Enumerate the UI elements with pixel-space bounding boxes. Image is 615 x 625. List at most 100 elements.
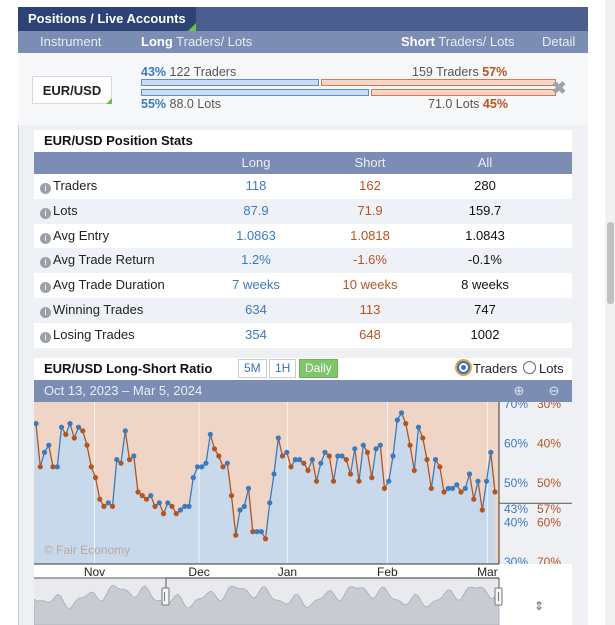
data-point [88, 464, 94, 470]
data-point [199, 464, 205, 470]
long-header-rest: Traders/ Lots [176, 34, 253, 49]
stats-header-long: Long [241, 155, 271, 170]
lots-radio[interactable] [523, 361, 536, 374]
column-header: Instrument Long Traders/ Lots Short Trad… [18, 31, 588, 53]
data-point [194, 464, 201, 470]
zoom-out-icon[interactable]: ⊖ [548, 383, 560, 398]
data-point [415, 424, 422, 430]
x-axis-band [34, 564, 499, 578]
data-point [233, 532, 239, 538]
info-icon[interactable]: i [40, 232, 51, 244]
data-point [483, 478, 490, 484]
data-point [386, 478, 392, 484]
data-point [224, 460, 230, 466]
data-point [488, 449, 494, 455]
stats-all-value: 8 weeks [461, 277, 509, 293]
page-scroll-thumb[interactable] [607, 222, 614, 304]
traders-radio[interactable] [457, 361, 470, 374]
period-5m-button[interactable]: 5M [238, 359, 267, 378]
data-point [373, 446, 379, 452]
info-icon[interactable]: i [40, 331, 51, 343]
long-lots-bar [141, 89, 369, 96]
ratio-toolbar: EUR/USD Long-Short Ratio 5M 1H Daily Tra… [34, 358, 572, 380]
close-x-icon[interactable]: ✖ [551, 78, 567, 98]
x-tick-label: Jan [278, 565, 297, 579]
data-point [131, 453, 137, 459]
data-point [394, 417, 400, 423]
lots-radio-label: Lots [539, 361, 564, 376]
stats-long-value: 118 [245, 178, 267, 193]
data-point [190, 475, 196, 481]
axis-corner [499, 564, 572, 625]
ratio-title: EUR/USD Long-Short Ratio [44, 361, 213, 376]
data-point [475, 478, 481, 484]
data-point [381, 485, 388, 491]
data-point [309, 457, 315, 463]
data-point [54, 464, 60, 470]
chart-header: Oct 13, 2023 – Mar 5, 2024 ⊕ ⊖ [34, 380, 572, 402]
stats-all-value: 1002 [470, 326, 500, 342]
y-tick-short: 40% [537, 437, 561, 451]
y-ticks: 70% 30%60% 40%50% 50%40% 60%30% 70%43% 57% [504, 402, 561, 569]
data-point [369, 475, 375, 481]
info-icon[interactable]: i [40, 306, 51, 318]
data-point [165, 500, 171, 506]
data-point [305, 467, 311, 473]
page-scrollbar[interactable] [605, 0, 615, 625]
zoom-in-icon[interactable]: ⊕ [513, 383, 525, 398]
info-icon[interactable]: i [40, 282, 51, 294]
data-point [254, 529, 260, 535]
data-point [301, 460, 307, 466]
data-point [160, 511, 167, 517]
data-point [220, 464, 226, 470]
short-header-bold: Short [401, 34, 435, 49]
data-point [330, 478, 337, 484]
data-point [322, 449, 328, 455]
navigator-left-handle[interactable] [161, 587, 170, 606]
stats-long-value: 354 [245, 326, 267, 342]
stats-header: Long Short All [34, 152, 572, 174]
short-lots-bar [371, 89, 556, 96]
title-tab[interactable]: Positions / Live Accounts [18, 7, 196, 31]
data-point [352, 446, 358, 452]
data-points [34, 410, 498, 542]
long-header: Long Traders/ Lots [141, 31, 252, 53]
y-tick-long: 60% [504, 437, 528, 451]
stats-rows: i Traders 118 162 280 i Lots 87.9 71.9 159.7 i Avg … [34, 174, 572, 348]
data-point [335, 453, 341, 459]
data-point [262, 536, 269, 542]
stats-header-short: Short [354, 155, 386, 170]
long-area [34, 412, 495, 564]
info-icon[interactable]: i [40, 183, 51, 194]
info-icon[interactable]: i [40, 207, 51, 219]
info-icon[interactable]: i [40, 257, 51, 269]
instrument-header: Instrument [40, 34, 102, 49]
pair-button[interactable]: EUR/USD [32, 76, 112, 104]
summary-row: EUR/USD 43% 122 Traders 159 Traders 57% … [18, 53, 588, 125]
data-point [46, 442, 52, 448]
navigator-scroll-icon[interactable]: ⇕ [534, 599, 544, 613]
data-point [75, 424, 82, 430]
data-point [97, 496, 103, 502]
data-point [292, 457, 298, 463]
period-1h-button[interactable]: 1H [269, 359, 297, 378]
short-lots-text: 71.0 Lots 45% [428, 97, 508, 111]
stats-row: i Traders 118 162 280 [34, 174, 572, 199]
data-point [458, 489, 464, 495]
data-point [139, 493, 145, 499]
data-point [407, 442, 413, 448]
long-traders-count: 122 Traders [169, 65, 237, 79]
stats-all-value: 159.7 [468, 202, 502, 218]
short-header: Short Traders/ Lots [401, 31, 514, 53]
data-point [267, 500, 273, 506]
data-point [122, 428, 128, 434]
short-lots-count: 71.0 Lots [428, 97, 480, 111]
data-point [216, 453, 222, 459]
period-daily-button[interactable]: Daily [299, 359, 338, 378]
short-traders-pct: 57% [482, 65, 508, 79]
data-point [58, 424, 65, 430]
stats-row-label: i Winning Trades [40, 298, 143, 323]
stats-row-label: i Losing Trades [40, 323, 135, 348]
data-point [424, 457, 430, 463]
